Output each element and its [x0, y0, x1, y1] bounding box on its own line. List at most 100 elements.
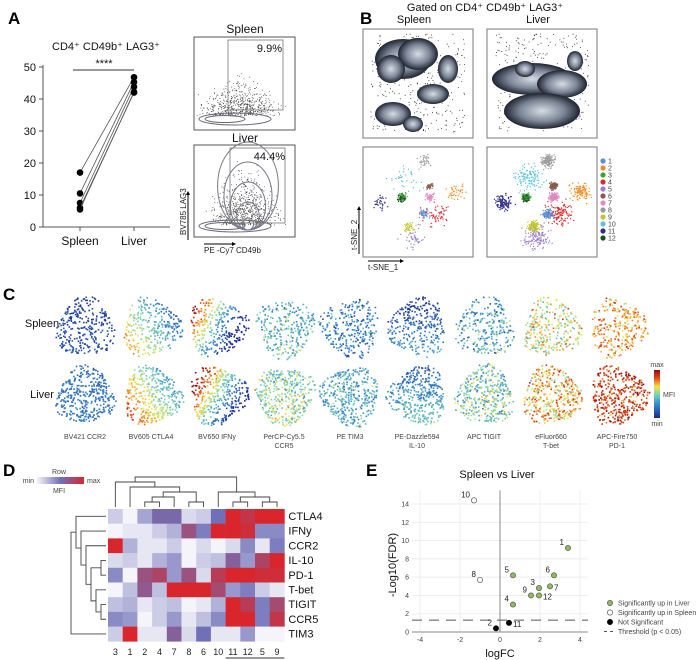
density-speckle: [504, 92, 506, 93]
marker-tsne-point: [59, 344, 62, 347]
marker-tsne-point: [66, 324, 69, 326]
flow-event-dot: [250, 104, 252, 106]
tsne-cluster-point-9: [538, 227, 540, 229]
flow-event-dot: [238, 212, 240, 214]
flow-event-dot: [245, 212, 247, 214]
tsne-cluster-point-9: [531, 222, 533, 224]
tsne-cluster-point-11: [503, 206, 505, 208]
marker-tsne-point: [63, 327, 65, 330]
tsne-cluster-point-9: [536, 228, 538, 230]
cluster-legend-swatch-5: [600, 186, 606, 192]
density-speckle: [387, 84, 389, 85]
flow-event-dot: [233, 209, 235, 211]
tsne-cluster-point-3: [399, 195, 401, 197]
flow-event-dot: [237, 98, 238, 100]
marker-tsne-point: [133, 314, 136, 316]
marker-tsne-point: [97, 373, 99, 376]
marker-tsne-point: [91, 411, 94, 414]
marker-tsne-point: [148, 353, 151, 356]
tsne-cluster-point-2: [577, 194, 579, 196]
tsne-cluster-point-5: [525, 235, 527, 238]
marker-tsne-point: [144, 309, 147, 311]
flow-event-dot: [239, 115, 241, 117]
tsne-cluster-point-4: [550, 204, 552, 206]
marker-tsne-point: [76, 408, 78, 411]
tsne-cluster-point-8: [419, 156, 422, 158]
marker-tsne-point: [76, 351, 78, 354]
marker-tsne-point: [167, 331, 170, 333]
marker-tsne-point: [105, 387, 108, 389]
flow-event-dot: [248, 210, 250, 212]
density-speckle: [581, 112, 583, 114]
flow-event-dot: [258, 99, 260, 101]
flow-event-dot: [252, 104, 254, 106]
tsne-cluster-point-4: [564, 209, 567, 211]
cluster-legend-swatch-1: [600, 158, 606, 164]
tsne-cluster-point-5: [537, 231, 539, 233]
marker-tsne-point: [94, 399, 96, 402]
density-speckle: [560, 41, 562, 43]
marker-tsne-point: [100, 396, 102, 398]
flow-event-dot: [233, 174, 235, 176]
flow-event-dot: [242, 181, 244, 182]
flow-event-dot: [242, 102, 244, 103]
flow-event-dot: [244, 97, 246, 99]
flow-event-dot: [241, 186, 243, 188]
tsne-cluster-point-8: [416, 157, 418, 160]
marker-tsne-point: [160, 330, 162, 332]
density-speckle: [584, 100, 586, 102]
flow-event-dot: [251, 216, 253, 218]
flow-event-dot: [269, 190, 271, 192]
tsne-cluster-point-6: [551, 186, 554, 188]
flow-event-dot: [236, 81, 238, 83]
density-speckle: [428, 80, 430, 82]
flow-event-dot: [232, 198, 234, 199]
marker-tsne-point: [137, 349, 140, 352]
flow-event-dot: [242, 93, 244, 95]
tsne-cluster-point-8: [425, 156, 427, 158]
tsne-cluster-point-1: [551, 211, 553, 213]
tsne-cluster-point-11: [377, 198, 379, 200]
tsne-cluster-point-4: [445, 209, 447, 211]
tsne-cluster-point-7: [426, 192, 428, 194]
flow-event-dot: [241, 176, 243, 178]
flow-event-dot: [235, 100, 237, 102]
tsne-cluster-point-5: [541, 233, 543, 235]
flow-event-dot: [240, 212, 241, 214]
flow-event-dot: [219, 193, 221, 195]
tsne-cluster-point-6: [432, 185, 434, 187]
density-speckle: [446, 43, 448, 45]
flow-event-dot: [239, 195, 241, 197]
tsne-cluster-point-10: [522, 165, 524, 167]
flow-event-dot: [252, 215, 254, 216]
tsne-cluster-point-2: [588, 194, 590, 196]
tsne-cluster-point-11: [500, 199, 502, 201]
flow-event-dot: [278, 111, 279, 113]
density-speckle: [408, 102, 410, 103]
flow-event-dot: [242, 186, 244, 188]
density-speckle: [377, 76, 379, 78]
flow-event-dot: [267, 208, 269, 210]
flow-contour: [241, 217, 255, 231]
marker-tsne-point: [161, 326, 164, 328]
tsne-cluster-point-5: [550, 229, 552, 232]
marker-tsne-point: [113, 405, 116, 407]
marker-tsne-point: [80, 327, 82, 329]
flow-event-dot: [279, 210, 281, 212]
flow-event-dot: [271, 209, 273, 211]
flow-event-dot: [260, 103, 262, 105]
tsne-cluster-point-10: [411, 174, 413, 176]
tsne-cluster-point-4: [568, 213, 570, 215]
tsne-cluster-point-4: [564, 203, 566, 206]
tsne-cluster-point-1: [421, 212, 423, 214]
tsne-cluster-point-10: [405, 174, 407, 176]
flow-event-dot: [220, 214, 222, 216]
tsne-cluster-point-5: [540, 237, 542, 239]
tsne-cluster-point-5: [534, 233, 536, 235]
tsne-cluster-point-11: [508, 206, 510, 208]
marker-tsne-point: [134, 346, 136, 349]
flow-event-dot: [248, 103, 250, 105]
marker-tsne-point: [140, 304, 142, 307]
tsne-cluster-point-10: [541, 184, 543, 186]
tsne-cluster-point-11: [497, 200, 499, 202]
